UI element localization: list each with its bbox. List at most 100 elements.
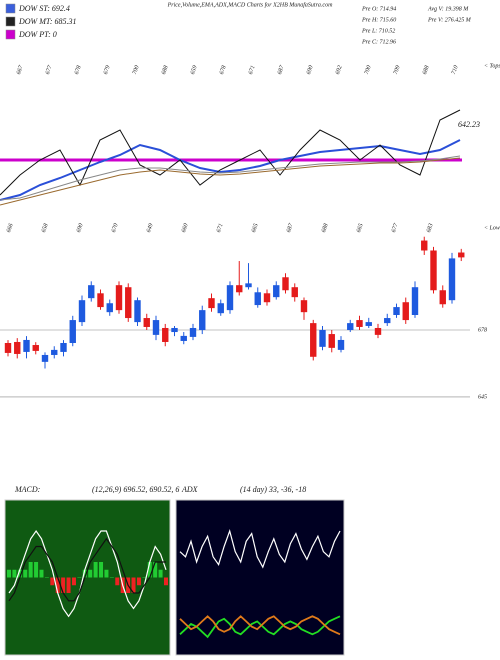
price-annotation: 642.23 [458,120,480,129]
price-level-label: 678 [478,327,487,333]
macd-histogram-bar [136,577,141,586]
candle-body [236,285,243,293]
top-label: 671 [248,65,257,76]
top-label: 677 [45,64,54,75]
top-label: 710 [451,65,460,76]
indicator-line [0,155,461,201]
candle-body [171,327,178,333]
candle-body [106,303,113,313]
candle-body [226,285,234,311]
low-label: 666 [6,223,15,234]
macd-title: MACD: [14,485,41,494]
candle-body [78,300,86,323]
macd-histogram-bar [50,577,55,586]
candle-body [328,334,335,348]
candle-body [88,285,95,299]
legend-label: DOW PT: 0 [18,30,57,39]
macd-histogram-bar [164,577,168,586]
candle-body [4,342,12,353]
macd-histogram-bar [55,577,60,593]
candle-body [430,250,437,291]
macd-histogram-bar [93,562,98,578]
candle-body [337,339,345,350]
candle-body [217,303,224,314]
candle-body [152,320,160,335]
macd-histogram-bar [142,577,147,578]
low-label: 677 [391,222,400,233]
candle-body [458,252,465,258]
candle-body [125,287,132,319]
candle-body [282,277,289,291]
indicator-line [0,157,461,206]
volume-stat: Avg V: 19.398 M [427,6,469,12]
candle-body [273,285,280,298]
macd-histogram-bar [158,569,163,578]
macd-histogram-bar [71,577,76,586]
candle-body [189,327,197,337]
candle-body [208,298,215,309]
candle-body [143,318,150,327]
candle-body [374,327,382,335]
legend-label: DOW ST: 692.4 [18,4,70,13]
macd-histogram-bar [104,569,109,578]
candle-body [51,349,58,355]
macd-histogram-bar [131,577,136,593]
top-label: 679 [103,65,112,76]
macd-histogram-bar [61,577,66,593]
candle-body [411,287,419,315]
candle-body [347,323,354,331]
low-label: 671 [216,223,225,234]
candle-body [439,290,446,305]
low-label: 683 [426,223,435,234]
volume-stat: Pre V: 276.425 M [427,16,472,23]
candle-body [365,322,372,326]
candle-body [263,293,271,303]
candle-body [23,339,30,352]
candle-body [291,287,298,298]
adx-params: (14 day) 33, -36, -18 [240,485,306,494]
legend-swatch [5,29,16,40]
low-label: 688 [321,223,330,234]
macd-histogram-bar [66,577,71,593]
top-label: 667 [16,64,25,75]
macd-line [8,529,167,618]
top-label: 678 [219,65,228,76]
macd-histogram-bar [77,577,82,578]
adx-line [179,615,341,636]
adx-title: ADX [181,485,199,494]
candle-body [97,293,104,308]
candle-body [356,320,363,327]
candle-body [310,323,317,357]
price-stat: Pre L: 710.52 [361,28,395,34]
macd-histogram-bar [23,569,28,578]
adx-panel [175,499,345,656]
price-level-label: 645 [478,393,487,400]
top-label: 678 [74,65,83,76]
top-label: 692 [335,65,344,76]
candle-body [180,335,187,341]
candle-body [199,310,206,331]
macd-histogram-bar [7,569,11,578]
candle-body [393,307,400,315]
price-stat: Pre C: 712.96 [361,39,396,45]
top-label: 709 [393,65,402,76]
candle-body [448,258,456,301]
macd-histogram-bar [115,577,120,586]
macd-histogram-bar [39,569,44,578]
candle-body [32,345,39,351]
candle-body [115,285,123,311]
low-label: 665 [251,223,260,234]
macd-histogram-bar [17,569,22,578]
tops-marker: < Tops [484,63,500,69]
low-label: 665 [356,223,365,234]
candle-body [421,240,428,251]
top-label: 690 [306,65,315,76]
macd-histogram-bar [147,562,152,578]
macd-histogram-bar [99,562,104,578]
candle-body [162,327,169,342]
price-stat: Pre H: 715.60 [361,17,396,23]
macd-histogram-bar [12,569,17,578]
candle-body [14,341,21,354]
macd-line [8,537,166,602]
